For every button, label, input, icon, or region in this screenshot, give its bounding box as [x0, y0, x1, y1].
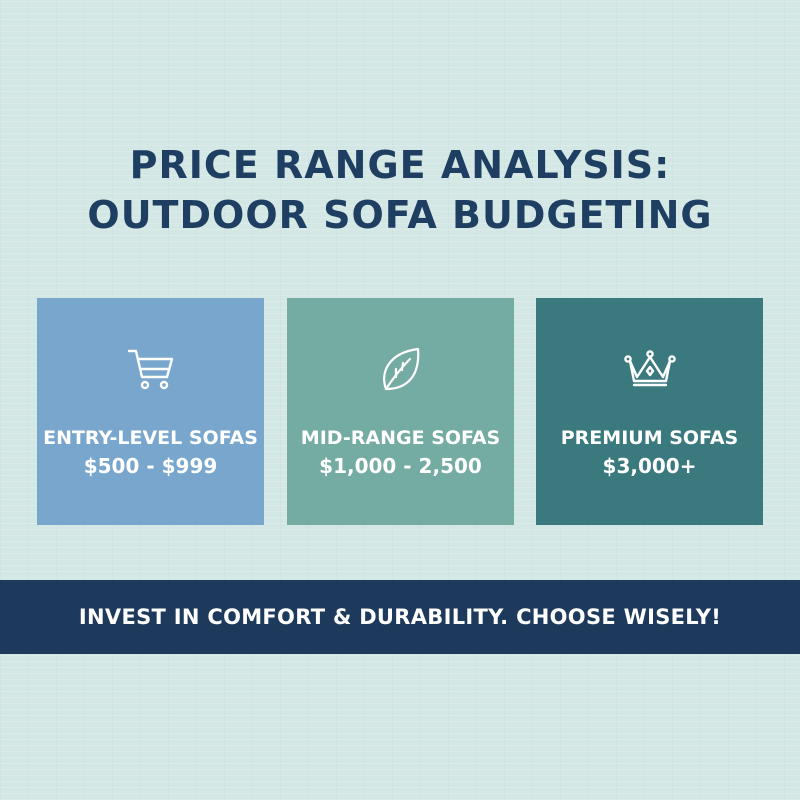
banner-text: INVEST IN COMFORT & DURABILITY. CHOOSE W…	[78, 605, 722, 629]
crown-icon	[536, 344, 763, 394]
entry-level-card: ENTRY-LEVEL SOFAS $500 - $999	[37, 298, 264, 525]
mid-range-card: MID-RANGE SOFAS $1,000 - 2,500	[287, 298, 514, 525]
card-label: PREMIUM SOFAS	[560, 427, 739, 449]
leaf-icon	[287, 344, 514, 394]
premium-card: PREMIUM SOFAS $3,000+	[536, 298, 763, 525]
card-price: $500 - $999	[83, 454, 218, 478]
page-title: PRICE RANGE ANALYSIS: OUTDOOR SOFA BUDGE…	[0, 140, 800, 240]
title-line-2: OUTDOOR SOFA BUDGETING	[87, 193, 713, 237]
card-label: MID-RANGE SOFAS	[300, 427, 501, 449]
title-line-1: PRICE RANGE ANALYSIS:	[129, 143, 671, 187]
card-price: $1,000 - 2,500	[319, 454, 482, 478]
card-price: $3,000+	[602, 454, 697, 478]
shopping-cart-icon	[37, 344, 264, 394]
card-label: ENTRY-LEVEL SOFAS	[43, 427, 258, 449]
call-to-action-banner: INVEST IN COMFORT & DURABILITY. CHOOSE W…	[0, 580, 800, 654]
